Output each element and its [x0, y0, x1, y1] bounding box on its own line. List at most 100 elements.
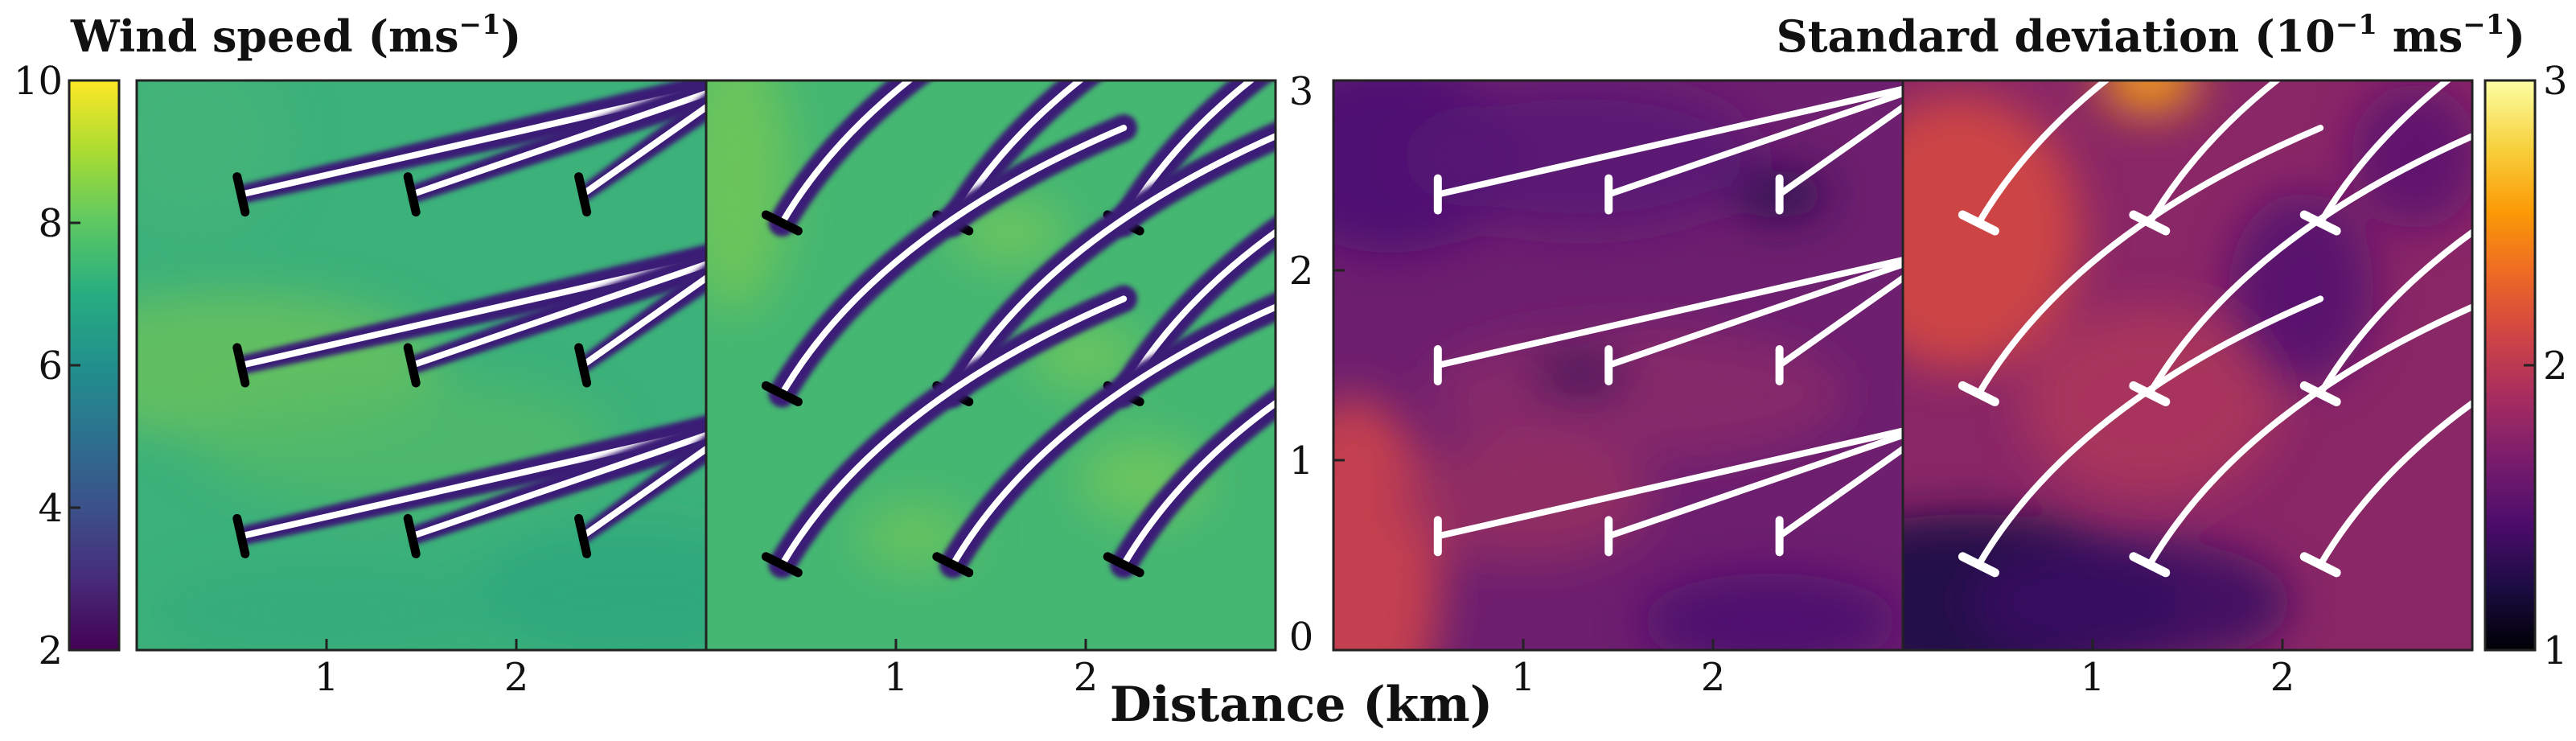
colorbar-left-tick-label: 4 [38, 486, 63, 531]
wake-centerline [949, 80, 1086, 226]
wake-centerline [579, 103, 706, 198]
std-dev-colorbar-ticks: 1 2 3 [2524, 59, 2568, 673]
field-blob [1403, 84, 1757, 229]
x-tick-label: 2 [2270, 655, 2295, 700]
colorbar-right-tick-label: 1 [2543, 628, 2568, 673]
x-axis-label: Distance (km) [1110, 677, 1493, 733]
y-tick-label: 3 [1289, 69, 1314, 114]
wake-centerline [1975, 80, 2111, 226]
std-dev-panel-curved [1903, 80, 2472, 650]
turbine-rotor [1103, 552, 1144, 578]
turbine-rotor [1958, 552, 1999, 578]
colorbar-left-tick-label: 8 [38, 201, 63, 246]
wake-centerline [1776, 445, 1903, 540]
field-blob [137, 80, 290, 234]
turbine-rotor [232, 343, 250, 388]
turbine-rotor [2129, 552, 2171, 578]
wake-centerline [2146, 132, 2472, 397]
wind-speed-panel-aligned [137, 80, 706, 650]
x-tick-label: 1 [1511, 655, 1536, 700]
turbine-rotor [403, 513, 421, 558]
colorbar-right-tick-label: 2 [2543, 344, 2568, 389]
wake-centerline [2146, 80, 2282, 226]
field-blob [1641, 573, 1899, 650]
wake-centerline [1434, 85, 1903, 198]
field-variation [706, 80, 1207, 569]
y-tick-label: 2 [1289, 249, 1314, 294]
turbine-rotor [761, 210, 803, 236]
turbine-rotor [932, 552, 974, 578]
colorbar-left-tick-label: 10 [14, 59, 63, 104]
turbine-rotor [232, 172, 250, 217]
field-blob [2351, 84, 2472, 229]
turbine-rotor [1958, 210, 1999, 236]
frame-wind-speed-curved [705, 79, 1277, 652]
wake-centerline [1434, 256, 1903, 368]
wake-centerline [1975, 125, 2324, 397]
x-tick-label: 2 [1701, 655, 1726, 700]
field-variation [1903, 80, 2472, 650]
x-tick-label: 2 [1074, 655, 1099, 700]
wake-centerline [779, 80, 914, 226]
field-blob [150, 563, 503, 650]
wake-centerline [409, 261, 706, 368]
wake-centerline [1120, 399, 1276, 568]
field-blob [858, 504, 972, 569]
field-blob [2101, 80, 2198, 113]
turbine-rotor [403, 172, 421, 217]
wake-centerline [949, 132, 1276, 397]
turbine-rotor [574, 343, 592, 388]
turbine-rotor [761, 552, 803, 578]
wake-centerline [2317, 228, 2472, 397]
wake-centerline [579, 445, 706, 540]
wake-centerline [1120, 228, 1276, 397]
wake-centerline [779, 125, 1128, 397]
wind-speed-title: Wind speed (ms−1) [70, 9, 521, 62]
colorbar-left-tick-label: 2 [38, 628, 63, 673]
wind-speed-panel-curved [706, 80, 1276, 650]
wake-centerline [1776, 103, 1903, 198]
std-dev-panel-aligned [1333, 80, 1903, 650]
turbine-rotor [574, 172, 592, 217]
wake-centerline [1605, 89, 1903, 198]
wake-centerline [409, 89, 706, 198]
x-tick-label: 1 [884, 655, 909, 700]
wake-centerline [1434, 427, 1903, 540]
turbine-rotor [232, 513, 250, 558]
turbine-rotor [403, 343, 421, 388]
wake-centerline [1776, 274, 1903, 368]
wake-centerline [949, 303, 1276, 568]
wake-centerline [2317, 399, 2472, 568]
axis-ticks: 1 2 1 2 1 2 1 2 0 1 2 3 [314, 69, 2295, 700]
panel-frames [135, 79, 2474, 652]
y-tick-label: 0 [1289, 615, 1314, 660]
x-tick-label: 2 [504, 655, 529, 700]
frame-std-dev-curved [1901, 79, 2474, 652]
field-blob [1531, 350, 1629, 399]
field-blob [706, 80, 791, 312]
turbine-rotor [761, 381, 803, 406]
turbine-rotor [2299, 552, 2341, 578]
wake-centerline [409, 431, 706, 540]
field-blob [2229, 192, 2374, 386]
std-dev-title: Standard deviation (10−1 ms−1) [1777, 9, 2525, 62]
turbine-rotor [1958, 381, 1999, 406]
wake-centerline [1120, 80, 1256, 226]
colorbar-right-tick-label: 3 [2543, 59, 2568, 104]
field-blob [1333, 397, 1441, 650]
turbine-rotor [574, 513, 592, 558]
wake-centerline [1975, 295, 2324, 568]
wake-centerline [1605, 261, 1903, 368]
wake-centerline [1605, 431, 1903, 540]
colorbar-left-tick-label: 6 [38, 344, 63, 389]
x-tick-label: 1 [2081, 655, 2106, 700]
wind-speed-colorbar-ticks: 2 4 6 8 10 [14, 59, 80, 673]
field-blob [1428, 329, 1847, 459]
wake-centerline [779, 295, 1128, 568]
y-tick-label: 1 [1289, 438, 1314, 484]
field-blob [1970, 538, 2292, 650]
x-tick-label: 1 [314, 655, 339, 700]
wake-centerline [2317, 80, 2453, 226]
wake-centerline [579, 274, 706, 368]
